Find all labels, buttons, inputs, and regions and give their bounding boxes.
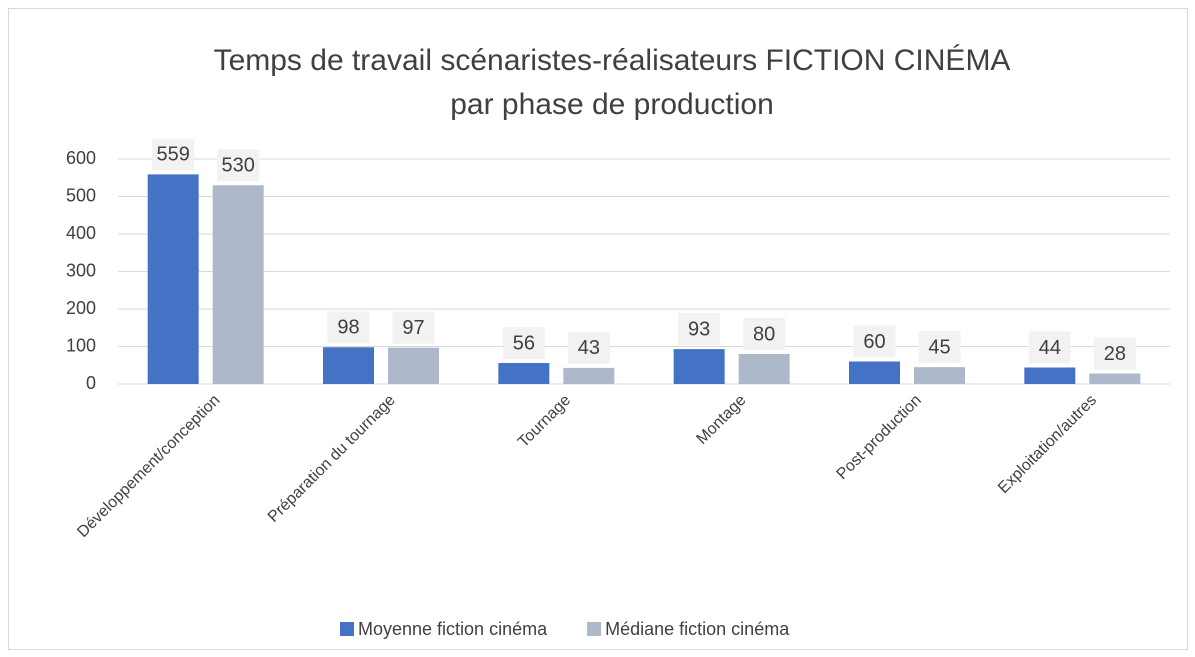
data-label: 45 (928, 336, 950, 358)
data-label: 98 (337, 317, 359, 339)
data-label-box (743, 318, 786, 350)
y-tick-label: 400 (66, 223, 96, 243)
y-tick-label: 100 (66, 335, 96, 355)
data-label-box (918, 331, 961, 364)
bar (849, 361, 900, 384)
data-label: 93 (688, 318, 710, 340)
data-label: 44 (1039, 337, 1061, 359)
data-label: 28 (1104, 343, 1126, 365)
data-label-box (392, 311, 435, 344)
data-label-box (152, 138, 195, 171)
bar (388, 347, 439, 384)
y-tick-label: 300 (66, 260, 96, 280)
data-label-box (567, 331, 610, 364)
legend-swatch (587, 622, 602, 636)
chart-title: Temps de travail scénaristes-réalisateur… (214, 44, 1011, 77)
data-label-box (678, 313, 721, 346)
bar (147, 174, 199, 384)
y-tick-label: 200 (66, 298, 96, 318)
y-tick-label: 500 (66, 185, 96, 205)
y-tick-label: 0 (86, 373, 96, 393)
bar (323, 347, 374, 384)
data-label-box (1093, 337, 1136, 370)
chart-title: par phase de production (450, 88, 774, 121)
chart-border (8, 8, 1188, 650)
data-label: 43 (578, 337, 600, 359)
data-label: 559 (156, 144, 189, 166)
legend-label: Médiane fiction cinéma (605, 619, 790, 639)
data-label-box (502, 327, 545, 359)
data-label-box (853, 325, 896, 358)
bar (1024, 367, 1076, 384)
data-label-box (217, 149, 260, 182)
bar (498, 363, 550, 384)
data-label: 60 (863, 331, 885, 353)
y-tick-label: 600 (66, 148, 96, 168)
bar (1089, 373, 1141, 384)
bar (563, 367, 615, 384)
data-label: 56 (513, 332, 535, 354)
legend-swatch (340, 622, 354, 636)
bar (914, 367, 965, 384)
data-label-box (327, 311, 370, 344)
data-label-box (1028, 331, 1071, 364)
data-label: 97 (402, 317, 424, 339)
bar (738, 354, 790, 384)
data-label: 530 (221, 155, 254, 177)
bar (673, 349, 725, 384)
legend-label: Moyenne fiction cinéma (358, 619, 548, 639)
data-label: 80 (753, 323, 775, 345)
bar (212, 185, 264, 384)
